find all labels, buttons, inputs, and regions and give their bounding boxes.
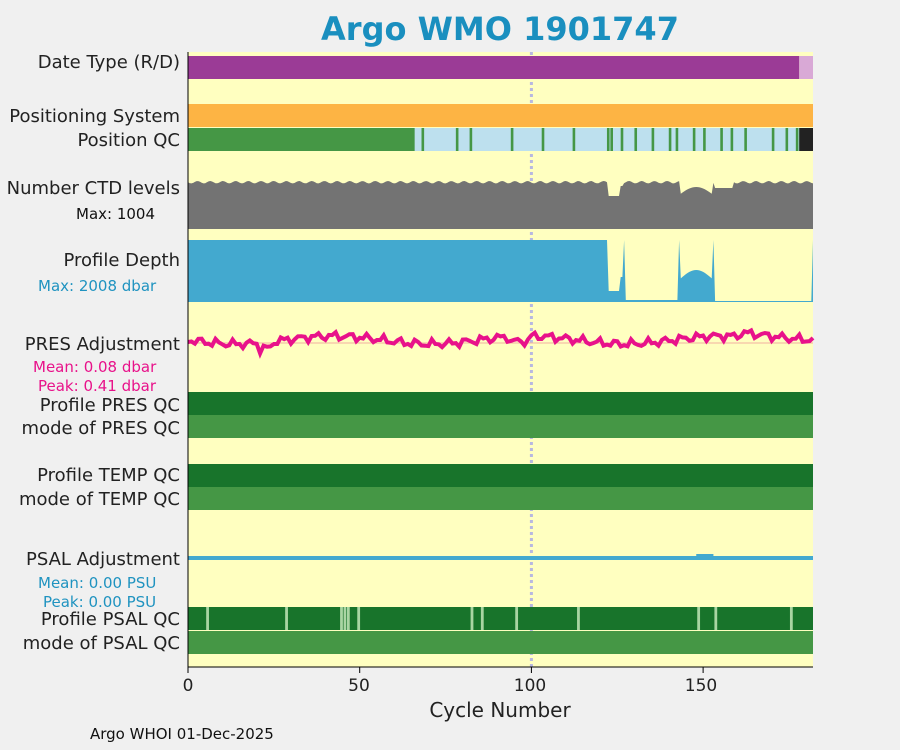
row-label-position-qc: Position QC: [77, 130, 180, 151]
position-qc-good-6: [606, 128, 610, 151]
psal-qc-gap-3: [343, 607, 347, 630]
pres-peak-label: Peak: 0.41 dbar: [38, 377, 157, 395]
psal-qc-gap-0: [206, 607, 209, 630]
position-qc-good-11: [668, 128, 672, 151]
psal-qc-gap-10: [697, 607, 701, 630]
row-label-pres-adjustment: PRES Adjustment: [24, 334, 180, 355]
psal-qc-gap-8: [515, 607, 519, 630]
row-label-profile-psal-qc: Profile PSAL QC: [40, 609, 180, 630]
profile-temp-qc-bar: [188, 464, 813, 487]
row-label-mode-psal-qc: mode of PSAL QC: [22, 633, 180, 654]
row-label-mode-pres-qc: mode of PRES QC: [21, 418, 180, 439]
mode-temp-qc-bar: [188, 487, 813, 510]
position-qc-good-12: [675, 128, 679, 151]
position-qc-good-2: [469, 128, 473, 151]
row-label-profile-pres-qc: Profile PRES QC: [39, 395, 180, 416]
position-qc-good-4: [541, 128, 545, 151]
chart-title: Argo WMO 1901747: [321, 10, 679, 48]
position-qc-bad-segment: [799, 128, 813, 151]
profile-depth-area: [188, 240, 813, 302]
ctd-max-label: Max: 1004: [76, 205, 156, 223]
position-qc-good-segment: [188, 128, 415, 151]
position-qc-good-20: [795, 128, 799, 151]
position-qc-good-14: [703, 128, 706, 151]
profile-psal-qc-bar: [188, 607, 813, 630]
psal-qc-gap-4: [346, 607, 350, 630]
psal-peak-label: Peak: 0.00 PSU: [43, 593, 157, 611]
psal-qc-gap-6: [470, 607, 474, 630]
mode-pres-qc-bar: [188, 415, 813, 438]
psal-qc-gap-2: [340, 607, 343, 630]
position-qc-good-5: [572, 128, 576, 151]
date-type-segment-1: [799, 56, 813, 79]
position-qc-good-9: [634, 128, 638, 151]
psal-qc-gap-11: [714, 607, 718, 630]
row-label-positioning-system: Positioning System: [9, 106, 180, 127]
position-qc-good-7: [610, 128, 613, 151]
ctd-levels-area: [188, 181, 813, 229]
position-qc-good-16: [730, 128, 734, 151]
pres-mean-label: Mean: 0.08 dbar: [33, 358, 157, 376]
psal-mean-label: Mean: 0.00 PSU: [38, 574, 157, 592]
position-qc-good-19: [785, 128, 789, 151]
psal-qc-gap-9: [577, 607, 580, 630]
mode-psal-qc-bar: [188, 631, 813, 654]
x-tick-150: 150: [684, 676, 718, 696]
row-label-profile-temp-qc: Profile TEMP QC: [37, 465, 180, 486]
position-qc-good-17: [744, 128, 747, 151]
position-qc-good-18: [771, 128, 775, 151]
psal-qc-gap-5: [357, 607, 361, 630]
psal-qc-gap-7: [480, 607, 484, 630]
footer-credit: Argo WHOI 01-Dec-2025: [90, 725, 274, 743]
x-tick-100: 100: [513, 676, 547, 696]
psal-adjustment-bump: [696, 554, 714, 557]
pres-adjustment-line: [187, 327, 815, 359]
psal-adjustment-line: [188, 556, 813, 560]
position-qc-good-1: [455, 128, 459, 151]
profile-pres-qc-bar: [188, 392, 813, 415]
x-axis-label: Cycle Number: [429, 698, 571, 722]
date-type-segment-0: [188, 56, 800, 79]
x-tick-50: 50: [348, 676, 370, 696]
plot-area: [188, 52, 813, 667]
position-qc-good-3: [510, 128, 514, 151]
position-qc-good-0: [421, 128, 425, 151]
position-qc-good-13: [692, 128, 696, 151]
depth-max-label: Max: 2008 dbar: [38, 277, 157, 295]
positioning-system-bar: [188, 104, 813, 127]
position-qc-good-15: [720, 128, 723, 151]
row-label-psal-adjustment: PSAL Adjustment: [25, 549, 180, 570]
psal-qc-gap-1: [285, 607, 288, 630]
position-qc-good-8: [620, 128, 624, 151]
row-label-date-type: Date Type (R/D): [37, 52, 180, 73]
row-label-mode-temp-qc: mode of TEMP QC: [18, 489, 180, 510]
position-qc-good-10: [651, 128, 655, 151]
psal-qc-gap-12: [789, 607, 793, 630]
row-label-profile-depth: Profile Depth: [63, 250, 180, 271]
x-tick-0: 0: [182, 676, 194, 696]
row-label-ctd-levels: Number CTD levels: [6, 178, 180, 199]
